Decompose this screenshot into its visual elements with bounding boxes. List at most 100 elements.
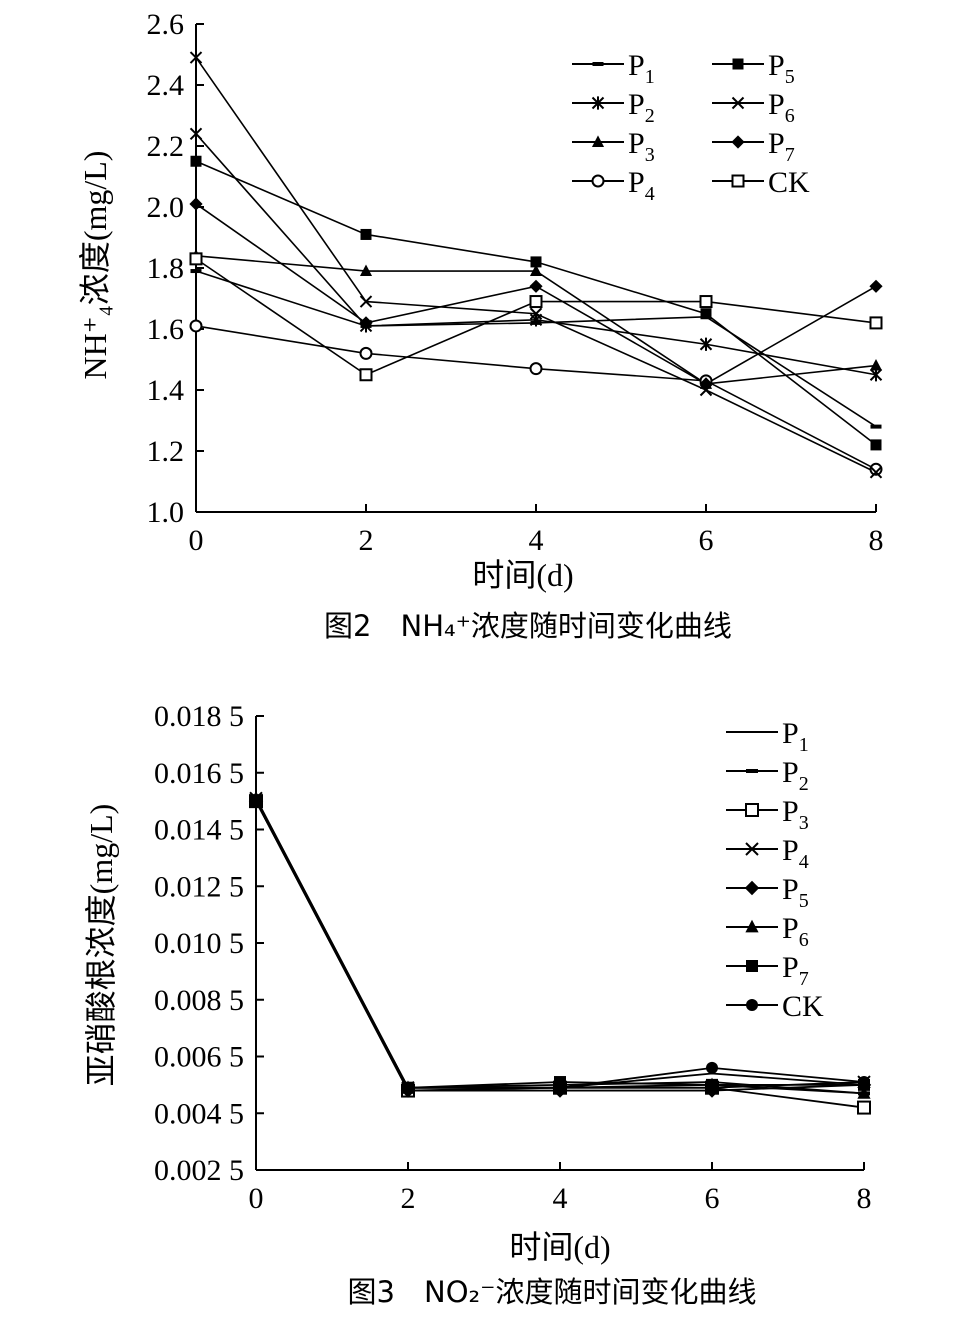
y-tick-label: 0.006 5 xyxy=(154,1041,244,1074)
series-line-p7 xyxy=(255,800,864,1089)
data-point-ck xyxy=(402,1081,414,1094)
legend-item-p3: P3 xyxy=(572,127,655,166)
legend-item-p2: P2 xyxy=(572,88,655,127)
data-point-ck xyxy=(250,795,262,808)
data-point-p5 xyxy=(870,439,882,451)
legend-swatch-marker xyxy=(732,58,744,70)
y-tick-label: 0.016 5 xyxy=(154,757,244,790)
data-point-p7 xyxy=(699,377,713,391)
data-point-p4 xyxy=(529,362,543,376)
data-point-ck xyxy=(706,1061,718,1074)
legend-swatch-marker xyxy=(745,803,759,817)
legend-label: P7 xyxy=(768,127,795,166)
data-point-p3 xyxy=(529,264,543,276)
series-line-p1 xyxy=(195,270,877,428)
series-line-p6 xyxy=(255,797,865,1095)
legend-swatch-marker xyxy=(591,135,605,147)
legend-label: P1 xyxy=(782,717,809,756)
nh4-chart: 1.01.21.41.61.82.02.22.42.60 2 4 6 8 P1P2P3P… xyxy=(77,8,884,643)
series-line-p4 xyxy=(195,325,877,471)
data-point-ck xyxy=(529,295,543,309)
data-point-p2 xyxy=(189,127,203,141)
legend-item-p7: P7 xyxy=(712,127,795,166)
legend-item-p5: P5 xyxy=(712,49,795,88)
data-point-p6 xyxy=(857,1086,871,1099)
series-line-p1 xyxy=(255,800,865,1089)
legend-swatch-marker xyxy=(745,842,759,856)
legend-label: CK xyxy=(782,990,824,1023)
x-tick-label: 8 xyxy=(857,1182,872,1215)
data-point-ck xyxy=(189,252,203,266)
legend-label: P6 xyxy=(782,912,809,951)
series-line-p3 xyxy=(255,800,865,1109)
data-point-p7 xyxy=(529,279,543,293)
data-point-ck xyxy=(858,1076,870,1089)
nh4-plot-area: 1.0 1.2 1.4 1.6 1.8 2.0 2.2 2.4 2.6 0 2 4 6 8 xyxy=(147,8,884,557)
data-point-p6 xyxy=(869,466,883,479)
x-tick-label: 6 xyxy=(699,524,714,557)
series-line-p4 xyxy=(255,797,865,1089)
legend-label: P5 xyxy=(768,49,795,88)
y-tick-label: 1.8 xyxy=(147,252,185,285)
legend-swatch-marker xyxy=(744,880,760,896)
data-point-p2 xyxy=(699,337,713,351)
legend-item-p6: P6 xyxy=(712,88,795,127)
x-tick-label: 2 xyxy=(359,524,374,557)
series-line-p2 xyxy=(255,800,865,1095)
legend-swatch-marker xyxy=(746,960,758,972)
legend-label: P4 xyxy=(628,166,655,205)
legend-label: P5 xyxy=(782,873,809,912)
legend-label: CK xyxy=(768,166,810,199)
legend-item-p1: P1 xyxy=(572,49,655,88)
legend-label: P4 xyxy=(782,834,809,873)
x-tick-label: 4 xyxy=(529,524,544,557)
data-point-p7 xyxy=(869,279,883,293)
y-tick-label: 0.004 5 xyxy=(154,1097,244,1130)
y-tick-label: 1.0 xyxy=(147,496,185,529)
legend-label: P7 xyxy=(782,951,809,990)
y-tick-label: 2.6 xyxy=(147,8,185,41)
no2-plot-area: 0.002 5 0.004 5 0.006 5 0.008 5 0.010 5 0.012… xyxy=(154,700,872,1215)
data-point-p4 xyxy=(359,346,373,360)
data-point-p5 xyxy=(700,308,712,320)
x-tick-label: 0 xyxy=(189,524,204,557)
legend-item-p4: P4 xyxy=(726,834,809,873)
data-point-p5 xyxy=(360,228,372,240)
nh4-x-axis-label: 时间(d) xyxy=(472,557,573,593)
legend-item-ck: CK xyxy=(712,166,810,199)
legend-item-p4: P4 xyxy=(572,166,655,205)
data-point-p3 xyxy=(869,359,883,371)
legend-swatch-marker xyxy=(731,135,745,149)
data-point-p7 xyxy=(706,1078,718,1091)
data-point-p5 xyxy=(190,155,202,167)
data-point-p6 xyxy=(189,51,203,64)
y-tick-label: 2.2 xyxy=(147,130,185,163)
y-tick-label: 0.018 5 xyxy=(154,700,244,733)
legend-item-p5: P5 xyxy=(726,873,809,912)
legend-item-ck: CK xyxy=(726,990,824,1023)
nh4-y-axis-label: NH⁺₄浓度(mg/L) xyxy=(77,151,113,380)
data-point-p5 xyxy=(530,256,542,268)
data-point-p3 xyxy=(857,1100,871,1115)
y-tick-label: 2.0 xyxy=(147,191,185,224)
legend-label: P3 xyxy=(782,795,809,834)
data-point-ck xyxy=(869,316,883,330)
data-point-ck xyxy=(699,295,713,309)
legend-label: P1 xyxy=(628,49,655,88)
nh4-figure-caption: 图2 NH₄⁺浓度随时间变化曲线 xyxy=(324,609,732,643)
data-point-ck xyxy=(554,1081,566,1094)
x-tick-label: 0 xyxy=(249,1182,264,1215)
x-tick-label: 2 xyxy=(401,1182,416,1215)
data-point-p4 xyxy=(869,462,883,476)
legend-swatch-marker xyxy=(731,96,745,110)
no2-figure-caption: 图3 NO₂⁻浓度随时间变化曲线 xyxy=(348,1275,757,1309)
data-point-ck xyxy=(359,368,373,382)
data-point-p4 xyxy=(189,319,203,333)
x-tick-label: 6 xyxy=(705,1182,720,1215)
legend-item-p1: P1 xyxy=(726,717,809,756)
data-point-p3 xyxy=(359,264,373,276)
y-tick-label: 0.002 5 xyxy=(154,1154,244,1187)
x-tick-label: 4 xyxy=(553,1182,568,1215)
